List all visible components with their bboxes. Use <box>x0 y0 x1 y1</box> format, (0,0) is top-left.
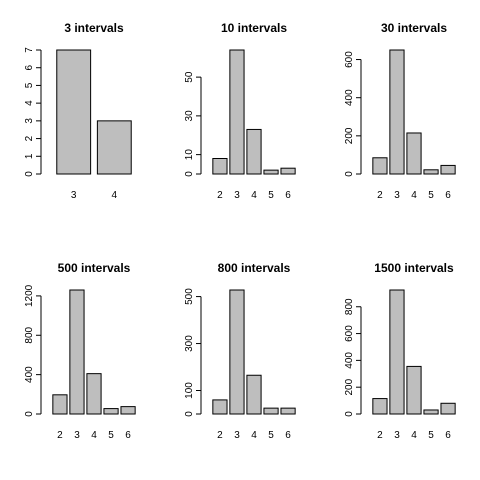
y-tick-label: 6 <box>24 64 35 70</box>
chart-title: 500 intervals <box>58 261 131 275</box>
bar <box>86 373 102 415</box>
y-tick-label: 3 <box>24 118 35 124</box>
bar <box>69 289 85 415</box>
y-tick-label: 200 <box>344 127 355 144</box>
x-tick-label: 3 <box>74 430 80 441</box>
bar <box>52 394 68 415</box>
y-tick-label: 2 <box>24 135 35 141</box>
x-tick-label: 2 <box>377 190 383 201</box>
x-tick-label: 2 <box>377 430 383 441</box>
bar <box>229 49 245 175</box>
x-tick-label: 2 <box>217 430 223 441</box>
y-tick-label: 800 <box>344 298 355 315</box>
y-tick-label: 400 <box>24 366 35 383</box>
x-tick-label: 3 <box>234 430 240 441</box>
x-tick-label: 5 <box>268 430 274 441</box>
bar <box>372 398 388 415</box>
bar <box>440 402 456 415</box>
bar <box>423 409 439 415</box>
y-tick-label: 400 <box>344 352 355 369</box>
x-tick-label: 3 <box>394 190 400 201</box>
y-tick-label: 1200 <box>24 284 35 307</box>
x-tick-label: 6 <box>125 430 131 441</box>
x-tick-label: 5 <box>428 430 434 441</box>
x-tick-label: 4 <box>411 430 417 441</box>
y-tick-label: 0 <box>184 171 195 177</box>
bar <box>406 132 422 175</box>
bar <box>263 407 279 415</box>
chart-panel-3: 30 intervals 2 3 4 5 6 0 200 400 600 <box>344 21 456 201</box>
x-tick-label: 3 <box>71 190 77 201</box>
chart-title: 30 intervals <box>381 21 447 35</box>
bar <box>246 374 262 415</box>
chart-title: 1500 intervals <box>374 261 454 275</box>
bar <box>280 167 296 175</box>
bar <box>389 49 405 175</box>
chart-panel-2: 10 intervals 2 3 4 5 6 0 10 30 50 <box>184 21 296 201</box>
bar <box>263 169 279 175</box>
chart-title: 800 intervals <box>218 261 291 275</box>
bar <box>103 408 119 415</box>
y-tick-label: 10 <box>184 149 195 161</box>
chart-panel-5: 800 intervals 2 3 4 5 6 0 100 300 500 <box>184 261 296 441</box>
x-tick-label: 3 <box>234 190 240 201</box>
x-tick-label: 6 <box>445 190 451 201</box>
y-tick-label: 800 <box>24 326 35 343</box>
x-tick-label: 4 <box>251 430 257 441</box>
x-tick-label: 2 <box>217 190 223 201</box>
bar <box>423 169 439 175</box>
y-tick-label: 30 <box>184 110 195 122</box>
x-tick-label: 6 <box>445 430 451 441</box>
x-tick-label: 4 <box>91 430 97 441</box>
y-tick-label: 0 <box>24 171 35 177</box>
bar <box>372 157 388 175</box>
x-tick-label: 5 <box>428 190 434 201</box>
x-tick-label: 4 <box>411 190 417 201</box>
y-tick-label: 600 <box>344 325 355 342</box>
y-tick-label: 100 <box>184 382 195 399</box>
bar <box>440 164 456 175</box>
x-tick-label: 6 <box>285 430 291 441</box>
x-tick-label: 4 <box>112 190 118 201</box>
bar <box>212 158 228 175</box>
x-tick-label: 5 <box>268 190 274 201</box>
y-tick-label: 0 <box>24 411 35 417</box>
y-tick-label: 0 <box>344 171 355 177</box>
bar <box>246 128 262 175</box>
x-tick-label: 6 <box>285 190 291 201</box>
y-tick-label: 1 <box>24 153 35 159</box>
y-tick-label: 200 <box>344 378 355 395</box>
y-tick-label: 400 <box>344 89 355 106</box>
y-tick-label: 50 <box>184 71 195 83</box>
chart-panel-1: 3 intervals 3 4 0 1 2 3 4 5 6 7 <box>24 21 132 201</box>
x-tick-label: 3 <box>394 430 400 441</box>
x-tick-label: 2 <box>57 430 63 441</box>
bar <box>389 289 405 415</box>
x-tick-label: 5 <box>108 430 114 441</box>
x-tick-label: 4 <box>251 190 257 201</box>
bar <box>406 365 422 415</box>
y-tick-label: 5 <box>24 82 35 88</box>
chart-panel-6: 1500 intervals 2 3 4 5 6 0 200 400 600 800 <box>344 261 456 441</box>
bar <box>229 289 245 415</box>
y-tick-label: 300 <box>184 335 195 352</box>
bar <box>120 406 136 415</box>
chart-title: 10 intervals <box>221 21 287 35</box>
bar <box>280 407 296 415</box>
y-tick-label: 0 <box>184 411 195 417</box>
chart-panel-4: 500 intervals 2 3 4 5 6 0 400 800 1200 <box>24 261 136 441</box>
bar <box>212 399 228 415</box>
chart-title: 3 intervals <box>64 21 124 35</box>
bar <box>96 120 132 175</box>
y-tick-label: 7 <box>24 47 35 53</box>
y-tick-label: 500 <box>184 288 195 305</box>
y-tick-label: 0 <box>344 411 355 417</box>
y-tick-label: 600 <box>344 51 355 68</box>
bar <box>56 49 92 175</box>
y-tick-label: 4 <box>24 100 35 106</box>
